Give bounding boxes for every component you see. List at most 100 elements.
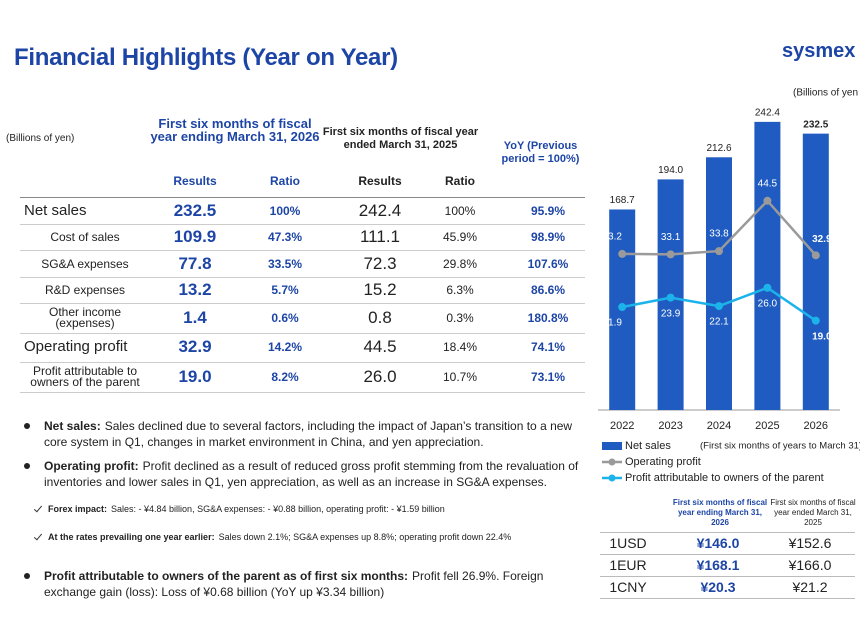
row-rule: [20, 362, 585, 363]
cell: 13.2: [178, 280, 212, 299]
row-rule: [20, 224, 585, 225]
point-label: 33.1: [661, 232, 681, 243]
bar-label: 242.4: [755, 108, 780, 119]
point-label: 22.1: [709, 317, 729, 328]
point-label: 21.9: [602, 318, 622, 329]
fx-cell: ¥152.6: [788, 535, 832, 551]
note-lead: Net sales:: [44, 419, 101, 433]
cell: 107.6%: [527, 257, 569, 271]
cell: 77.8: [178, 254, 212, 273]
table-unit: (Billions of yen): [6, 133, 75, 144]
cell: 45.9%: [442, 230, 478, 244]
note: Operating profit: Profit declined as a re…: [44, 458, 584, 490]
column-group-header: YoY (Previous period = 100%): [501, 140, 580, 165]
cell: 29.8%: [442, 257, 478, 271]
point: [715, 302, 723, 311]
row-label: Net sales: [24, 202, 87, 219]
x-tick-label: 2022: [610, 420, 634, 432]
point-label: 26.0: [758, 298, 778, 309]
point: [618, 303, 627, 312]
row-label: SG&A expenses: [41, 256, 129, 271]
fx-header: First six months of fiscal year ended Ma…: [770, 498, 856, 527]
fx-cell: 1USD: [609, 535, 647, 551]
note-lead: At the rates prevailing one year earlier…: [48, 532, 215, 542]
fx-rule: [600, 576, 855, 577]
row-rule: [20, 250, 585, 251]
fx-cell: ¥146.0: [696, 535, 740, 551]
row-label: Cost of sales: [50, 229, 120, 244]
note-lead: Profit attributable to owners of the par…: [44, 569, 409, 583]
point: [811, 316, 820, 325]
bar-label: 194.0: [658, 165, 683, 176]
note-text: Sales down 2.1%; SG&A expenses up 8.8%; …: [218, 532, 512, 542]
row-label: R&D expenses: [44, 282, 126, 297]
cell: 180.8%: [527, 311, 569, 325]
bar: [706, 157, 732, 410]
row-label: Profit attributable to owners of the par…: [30, 364, 140, 389]
fx-rule: [600, 554, 855, 555]
note-text: Profit fell 26.9%. Foreign exchange gain…: [44, 569, 544, 599]
chart-unit: (Billions of yen: [793, 88, 858, 99]
point: [763, 196, 772, 205]
legend-label: Operating profit: [625, 456, 701, 468]
sub-header: Ratio: [445, 174, 475, 188]
point: [618, 249, 627, 258]
point: [763, 283, 772, 292]
x-axis-label: (First six months of years to March 31): [700, 441, 860, 452]
sub-header: Ratio: [270, 174, 300, 188]
cell: 8.2%: [271, 370, 299, 384]
fx-header: First six months of fiscal year ending M…: [672, 498, 768, 527]
note-text: Sales declined due to several factors, i…: [44, 419, 573, 449]
cell: 15.2: [363, 280, 397, 299]
cell: 5.7%: [271, 283, 299, 297]
cell: 242.4: [358, 201, 402, 220]
cell: 100%: [444, 204, 476, 218]
point: [666, 250, 675, 259]
bar: [802, 133, 829, 410]
chart: (Billions of yen 2022 2023 2024 2025 2026 168…: [598, 88, 860, 484]
fx-rule: [600, 598, 855, 599]
row-rule: [20, 277, 585, 278]
note: At the rates prevailing one year earlier…: [48, 531, 588, 543]
slide-title: Financial Highlights (Year on Year): [14, 44, 398, 71]
check-bullet: [33, 503, 43, 513]
note: Profit attributable to owners of the par…: [44, 568, 584, 600]
cell: 232.5: [173, 201, 217, 220]
x-tick-label: 2026: [804, 420, 828, 432]
fx-cell: ¥168.1: [696, 557, 740, 573]
cell: 0.3%: [446, 311, 474, 325]
x-tick-label: 2023: [658, 420, 682, 432]
bar: [754, 121, 781, 411]
point: [811, 251, 820, 260]
point: [715, 247, 723, 256]
sub-header: Results: [173, 174, 217, 188]
legend-swatch: [602, 442, 622, 450]
cell: 72.3: [363, 254, 397, 273]
row-label: Operating profit: [24, 338, 128, 355]
fx-cell: 1EUR: [609, 557, 647, 573]
point-label: 33.2: [602, 232, 622, 243]
cell: 14.2%: [267, 340, 303, 354]
point-label: 44.5: [758, 178, 778, 189]
cell: 73.1%: [530, 370, 566, 384]
bar-label: 232.5: [803, 119, 828, 130]
bullet: [24, 423, 30, 429]
column-group-header: First six months of fiscal year ending M…: [150, 116, 320, 144]
cell: 44.5: [363, 337, 397, 356]
point-label: 32.9: [812, 234, 832, 245]
column-group-header: First six months of fiscal year ended Ma…: [322, 126, 479, 151]
cell: 6.3%: [446, 283, 474, 297]
cell: 18.4%: [442, 340, 478, 354]
bar-label: 212.6: [706, 143, 731, 154]
note-lead: Operating profit:: [44, 459, 139, 473]
cell: 19.0: [178, 367, 212, 386]
row-rule: [20, 333, 585, 334]
cell: 0.6%: [271, 311, 299, 325]
cell: 86.6%: [530, 283, 566, 297]
bar-label: 168.7: [610, 195, 635, 206]
legend-label: Profit attributable to owners of the par…: [625, 472, 824, 484]
cell: 95.9%: [530, 204, 566, 218]
cell: 100%: [269, 204, 301, 218]
cell: 33.5%: [267, 257, 303, 271]
cell: 98.9%: [530, 230, 566, 244]
